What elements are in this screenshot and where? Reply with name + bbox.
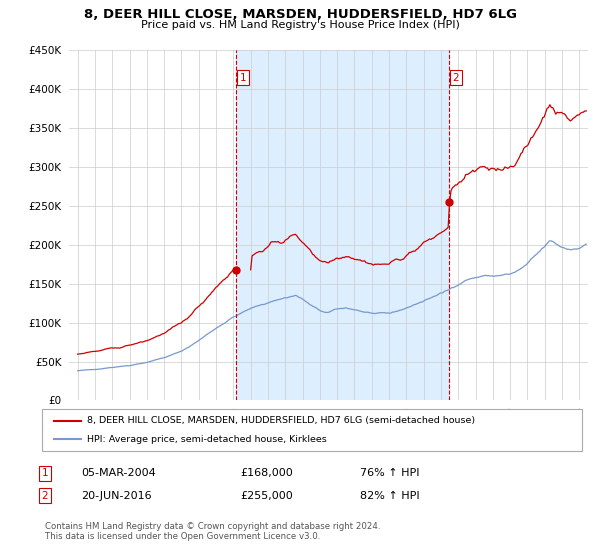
Text: 20-JUN-2016: 20-JUN-2016 [81, 491, 152, 501]
Text: 82% ↑ HPI: 82% ↑ HPI [360, 491, 419, 501]
Text: 2: 2 [452, 73, 459, 83]
Text: HPI: Average price, semi-detached house, Kirklees: HPI: Average price, semi-detached house,… [87, 435, 327, 444]
Text: 1: 1 [41, 468, 49, 478]
Text: Contains HM Land Registry data © Crown copyright and database right 2024.
This d: Contains HM Land Registry data © Crown c… [45, 522, 380, 542]
Text: 05-MAR-2004: 05-MAR-2004 [81, 468, 156, 478]
Text: 2: 2 [41, 491, 49, 501]
Text: 8, DEER HILL CLOSE, MARSDEN, HUDDERSFIELD, HD7 6LG (semi-detached house): 8, DEER HILL CLOSE, MARSDEN, HUDDERSFIEL… [87, 416, 475, 425]
Text: £168,000: £168,000 [240, 468, 293, 478]
Text: 8, DEER HILL CLOSE, MARSDEN, HUDDERSFIELD, HD7 6LG: 8, DEER HILL CLOSE, MARSDEN, HUDDERSFIEL… [83, 8, 517, 21]
Text: Price paid vs. HM Land Registry's House Price Index (HPI): Price paid vs. HM Land Registry's House … [140, 20, 460, 30]
Text: 1: 1 [240, 73, 247, 83]
Bar [236, 50, 449, 400]
Text: 76% ↑ HPI: 76% ↑ HPI [360, 468, 419, 478]
Text: £255,000: £255,000 [240, 491, 293, 501]
